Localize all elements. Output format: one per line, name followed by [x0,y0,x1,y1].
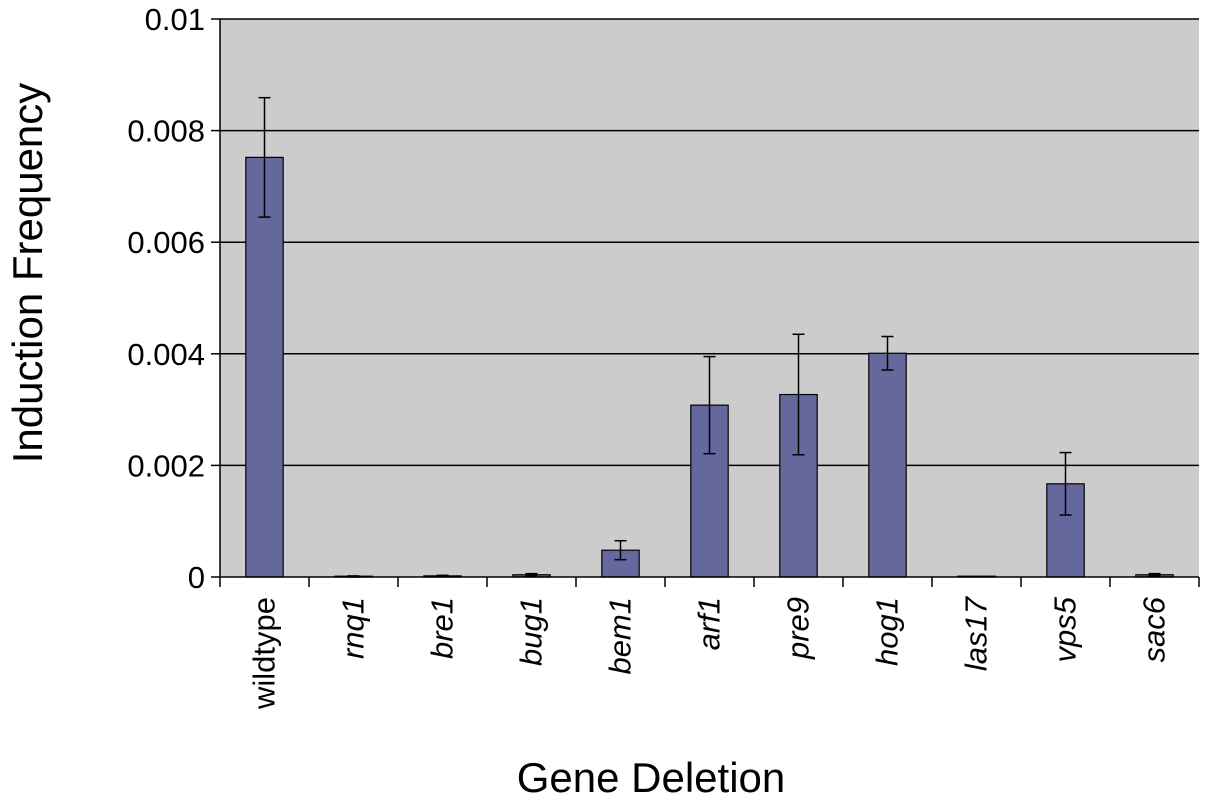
x-tick-label: pre9 [781,597,816,660]
x-tick-label: arf1 [692,597,727,650]
x-tick-labels: wildtype rnq1 bre1 bug1 bem1 arf1 pre9 hog1 las1… [247,595,1172,710]
bar [868,352,907,578]
x-tick-label: wildtype [247,597,282,710]
y-tick-label: 0.006 [127,225,205,260]
y-tick-label: 0.002 [127,448,205,483]
y-tick-label: 0.01 [145,2,205,37]
y-tick-label: 0.008 [127,114,205,149]
bar [245,156,284,578]
x-axis-label: Gene Deletion [517,754,786,800]
y-axis-label: Induction Frequency [4,83,51,464]
axes [211,18,1200,587]
y-tick-label: 0.004 [127,337,205,372]
y-tick-labels: 0 0.002 0.004 0.006 0.008 0.01 [127,2,205,595]
x-tick-label: hog1 [870,597,905,666]
x-tick-label: bre1 [425,597,460,659]
y-tick-label: 0 [188,560,205,595]
x-tick-label: vps5 [1048,596,1083,662]
x-tick-label: rnq1 [336,597,371,659]
x-tick-label: bem1 [603,597,638,675]
x-tick-label: sac6 [1137,596,1172,662]
gridlines [220,18,1199,467]
x-tick-label: bug1 [514,597,549,666]
x-tick-label: las17 [959,595,994,671]
